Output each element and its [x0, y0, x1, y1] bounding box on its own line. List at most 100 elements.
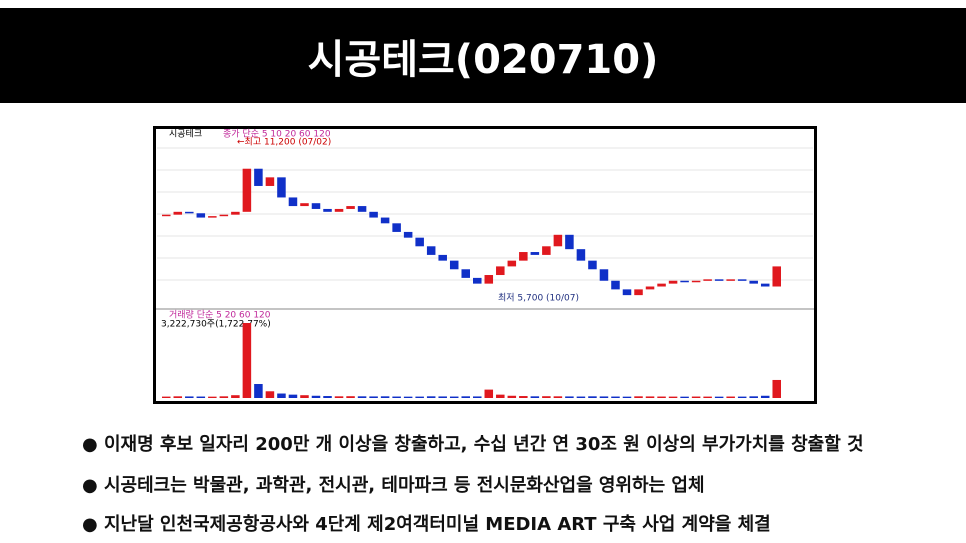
candle	[357, 206, 367, 212]
candle	[461, 269, 470, 278]
volume-legend: 거래량 단순 5 20 60 120	[169, 309, 271, 321]
candle	[726, 279, 735, 281]
volume-bar	[588, 396, 597, 398]
volume-bar	[311, 395, 321, 398]
candle	[714, 279, 724, 281]
candle	[403, 231, 413, 238]
candle	[496, 266, 505, 276]
candle	[507, 260, 517, 267]
volume-bar	[622, 396, 632, 398]
price-legend: 종가 단순 5 10 20 60 120	[223, 129, 331, 140]
candle	[185, 211, 194, 214]
candle	[380, 217, 390, 224]
candle	[346, 206, 355, 209]
candle	[449, 260, 459, 270]
candle	[369, 211, 378, 218]
volume-bar	[519, 396, 528, 398]
candle	[300, 203, 309, 207]
volume-bar	[737, 396, 747, 398]
volume-bar	[473, 396, 482, 398]
volume-bar	[231, 395, 240, 398]
title: 시공테크(020710)	[0, 8, 966, 103]
volume-bar	[726, 396, 735, 398]
volume-bar	[703, 396, 712, 398]
volume-bar	[542, 396, 551, 398]
candle	[542, 246, 551, 255]
candle	[519, 252, 528, 261]
candle	[565, 234, 574, 250]
candle	[334, 208, 344, 212]
volume-bar	[369, 396, 378, 398]
candle	[208, 216, 217, 218]
candle	[737, 279, 747, 281]
candle	[242, 168, 252, 212]
candle	[553, 234, 563, 247]
volume-bar	[599, 396, 609, 398]
volume-bar	[173, 396, 183, 398]
candle	[392, 223, 401, 232]
candle	[277, 177, 286, 198]
volume-bar	[288, 394, 298, 398]
bullet: ● 시공테크는 박물관, 과학관, 전시관, 테마파크 등 전시문화산업을 영위…	[82, 475, 705, 496]
candle	[611, 280, 620, 290]
volume-bar	[749, 396, 758, 398]
candle	[415, 237, 424, 247]
candle	[634, 289, 643, 296]
volume-bar	[449, 396, 459, 398]
volume-bar	[507, 395, 517, 398]
candle	[691, 280, 701, 283]
volume-bar	[657, 396, 666, 398]
volume-bar	[219, 396, 229, 398]
candle	[311, 203, 321, 209]
candle	[530, 252, 540, 255]
volume-bar	[254, 384, 263, 398]
candle	[668, 280, 678, 284]
candle	[703, 279, 712, 281]
volume-bar	[208, 396, 217, 398]
volume-bar	[576, 396, 586, 398]
volume-bar	[162, 396, 171, 398]
candle	[484, 275, 494, 284]
volume-bar	[277, 393, 286, 398]
volume-bar	[530, 396, 540, 398]
volume-bar	[691, 396, 701, 398]
candle	[588, 260, 597, 270]
candle	[219, 214, 229, 217]
candle	[288, 197, 298, 207]
volume-bar	[565, 396, 574, 398]
frame	[153, 126, 817, 404]
volume-label: 3,222,730주(1,722.77%)	[161, 319, 271, 330]
volume-bar	[645, 396, 655, 398]
volume-bar	[426, 396, 436, 398]
volume-bar	[634, 396, 643, 398]
volume-bar	[357, 396, 367, 398]
chart: 시공테크 종가 단순 5 10 20 60 120 ←최고 11,200 (07…	[153, 126, 817, 404]
volume-bar	[392, 396, 401, 398]
candle	[173, 211, 183, 215]
volume-bar	[415, 396, 424, 398]
volume-bar	[380, 396, 390, 398]
stock-label: 시공테크	[169, 129, 202, 140]
candle	[645, 286, 655, 290]
candle	[426, 246, 436, 255]
candle	[196, 213, 206, 218]
candle	[657, 283, 666, 287]
bullet: ● 지난달 인천국제공항공사와 4단계 제2여객터미널 MEDIA ART 구축…	[82, 514, 771, 535]
volume-bar	[760, 395, 770, 398]
volume-bar	[772, 379, 781, 398]
volume-bar	[680, 396, 689, 398]
volume-bar	[242, 323, 252, 398]
volume-bar	[185, 396, 194, 398]
candle	[576, 249, 586, 261]
candle	[254, 168, 263, 186]
volume-bar	[438, 396, 447, 398]
volume-bar	[714, 396, 724, 398]
candle	[772, 266, 781, 287]
candle	[323, 208, 332, 212]
candle	[622, 289, 632, 296]
candle	[231, 211, 240, 215]
candle	[473, 277, 482, 284]
candle	[599, 269, 609, 281]
volume-bar	[196, 396, 206, 398]
